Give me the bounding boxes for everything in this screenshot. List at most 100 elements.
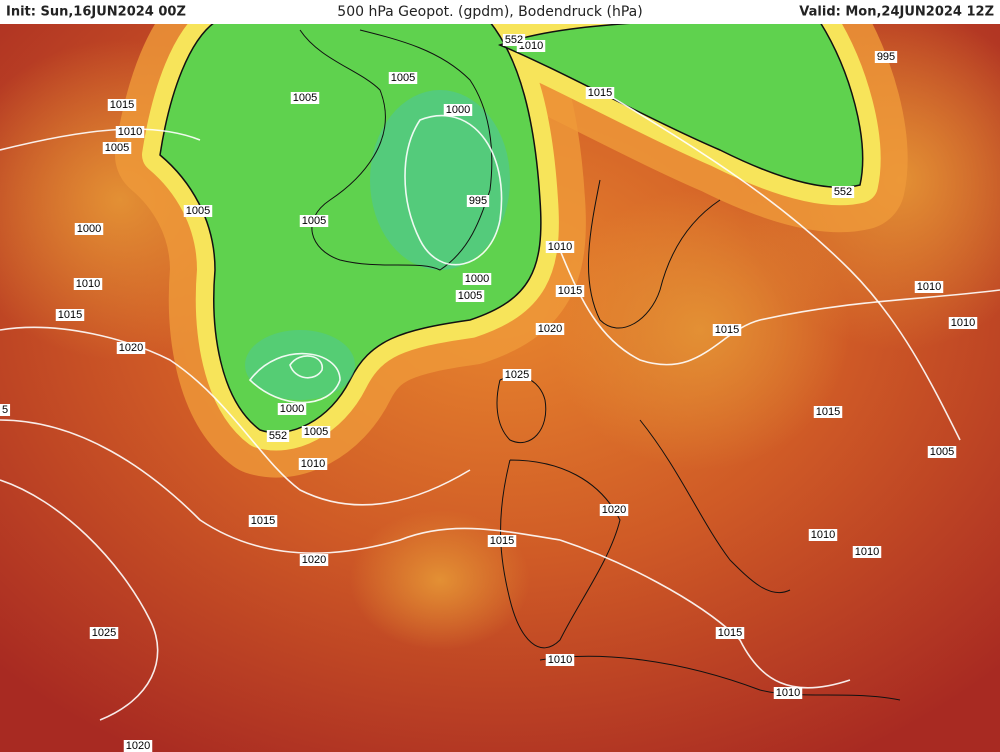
- label-text: 1005: [930, 446, 954, 458]
- label-box: [290, 92, 320, 104]
- isobar-label: 1010: [73, 278, 103, 290]
- isobar-label: 1000: [462, 273, 492, 285]
- label-box: [0, 404, 11, 416]
- label-text: 1010: [811, 529, 835, 541]
- label-box: [545, 654, 575, 666]
- label-text: 1005: [391, 72, 415, 84]
- isobar-label: 1015: [248, 515, 278, 527]
- label-box: [299, 554, 329, 566]
- label-box: [813, 406, 843, 418]
- label-box: [443, 104, 473, 116]
- low-height-region: [115, 0, 908, 478]
- label-text: 1010: [951, 317, 975, 329]
- label-box: [555, 285, 585, 297]
- isobar-label: 1005: [183, 205, 213, 217]
- isobar-label: 1015: [585, 87, 615, 99]
- label-text: 1000: [446, 104, 470, 116]
- label-box: [298, 458, 328, 470]
- label-text: 1020: [119, 342, 143, 354]
- isobar-label: 1025: [89, 627, 119, 639]
- isobars: [0, 89, 1000, 721]
- label-box: [102, 142, 132, 154]
- label-text: 1005: [304, 426, 328, 438]
- label-text: 1025: [505, 369, 529, 381]
- isobar-label: 1020: [599, 504, 629, 516]
- label-box: [277, 403, 307, 415]
- isobar-label: 1015: [107, 99, 137, 111]
- label-text: 1010: [855, 546, 879, 558]
- label-box: [874, 51, 898, 63]
- label-text: 1010: [776, 687, 800, 699]
- isobar-label: 1010: [914, 281, 944, 293]
- label-box: [545, 241, 575, 253]
- label-text: 1005: [302, 215, 326, 227]
- label-box: [107, 99, 137, 111]
- isobar-label: 1010: [545, 241, 575, 253]
- label-box: [73, 278, 103, 290]
- label-box: [585, 87, 615, 99]
- label-box: [502, 34, 526, 46]
- label-box: [502, 369, 532, 381]
- isobar-label: 1005: [927, 446, 957, 458]
- isobar-label: 1020: [116, 342, 146, 354]
- isobar-label: 1020: [299, 554, 329, 566]
- label-text: 1005: [458, 290, 482, 302]
- isobar-label: 1010: [852, 546, 882, 558]
- isobar-label: 1000: [443, 104, 473, 116]
- map-title: 500 hPa Geopot. (gpdm), Bodendruck (hPa): [337, 4, 642, 20]
- label-box: [712, 324, 742, 336]
- label-box: [455, 290, 485, 302]
- label-text: 1020: [538, 323, 562, 335]
- label-box: [808, 529, 838, 541]
- header-bar: [0, 0, 1000, 24]
- isobar-label: 1020: [123, 740, 153, 752]
- label-text: 1020: [126, 740, 150, 752]
- label-text: 552: [505, 34, 523, 46]
- label-box: [116, 342, 146, 354]
- label-text: 1005: [186, 205, 210, 217]
- isobar-labels: 1015101010051005100510009951005100510001…: [0, 34, 978, 752]
- warm-area: [550, 190, 850, 470]
- label-box: [89, 627, 119, 639]
- label-box: [535, 323, 565, 335]
- label-text: 1000: [280, 403, 304, 415]
- isobar-label: 1005: [290, 92, 320, 104]
- label-box: [715, 627, 745, 639]
- isobar-label: 1010: [948, 317, 978, 329]
- label-box: [466, 195, 490, 207]
- label-text: 1015: [558, 285, 582, 297]
- label-text: 1010: [548, 654, 572, 666]
- label-box: [115, 126, 145, 138]
- isobar-label: 1015: [55, 309, 85, 321]
- label-box: [248, 515, 278, 527]
- label-box: [914, 281, 944, 293]
- isobar-label: 1015: [712, 324, 742, 336]
- isobar-label: 552: [831, 186, 855, 198]
- label-box: [948, 317, 978, 329]
- label-box: [183, 205, 213, 217]
- isobar-label: 1010: [298, 458, 328, 470]
- label-box: [301, 426, 331, 438]
- isobar-label: 1005: [301, 426, 331, 438]
- label-text: 552: [269, 430, 287, 442]
- label-text: 1000: [77, 223, 101, 235]
- label-box: [487, 535, 517, 547]
- label-box: [599, 504, 629, 516]
- label-text: 1010: [76, 278, 100, 290]
- label-text: 1015: [58, 309, 82, 321]
- isobar-label: 995: [466, 195, 490, 207]
- label-text: 1015: [718, 627, 742, 639]
- label-text: 1015: [110, 99, 134, 111]
- label-text: 995: [469, 195, 487, 207]
- label-text: 1025: [92, 627, 116, 639]
- label-box: [299, 215, 329, 227]
- label-text: 1005: [293, 92, 317, 104]
- label-text: 1015: [588, 87, 612, 99]
- isobar-label: 1010: [808, 529, 838, 541]
- label-text: 1005: [105, 142, 129, 154]
- init-time: Init: Sun,16JUN2024 00Z: [6, 5, 186, 20]
- label-text: 1020: [602, 504, 626, 516]
- isobar-label: 552: [502, 34, 526, 46]
- label-box: [773, 687, 803, 699]
